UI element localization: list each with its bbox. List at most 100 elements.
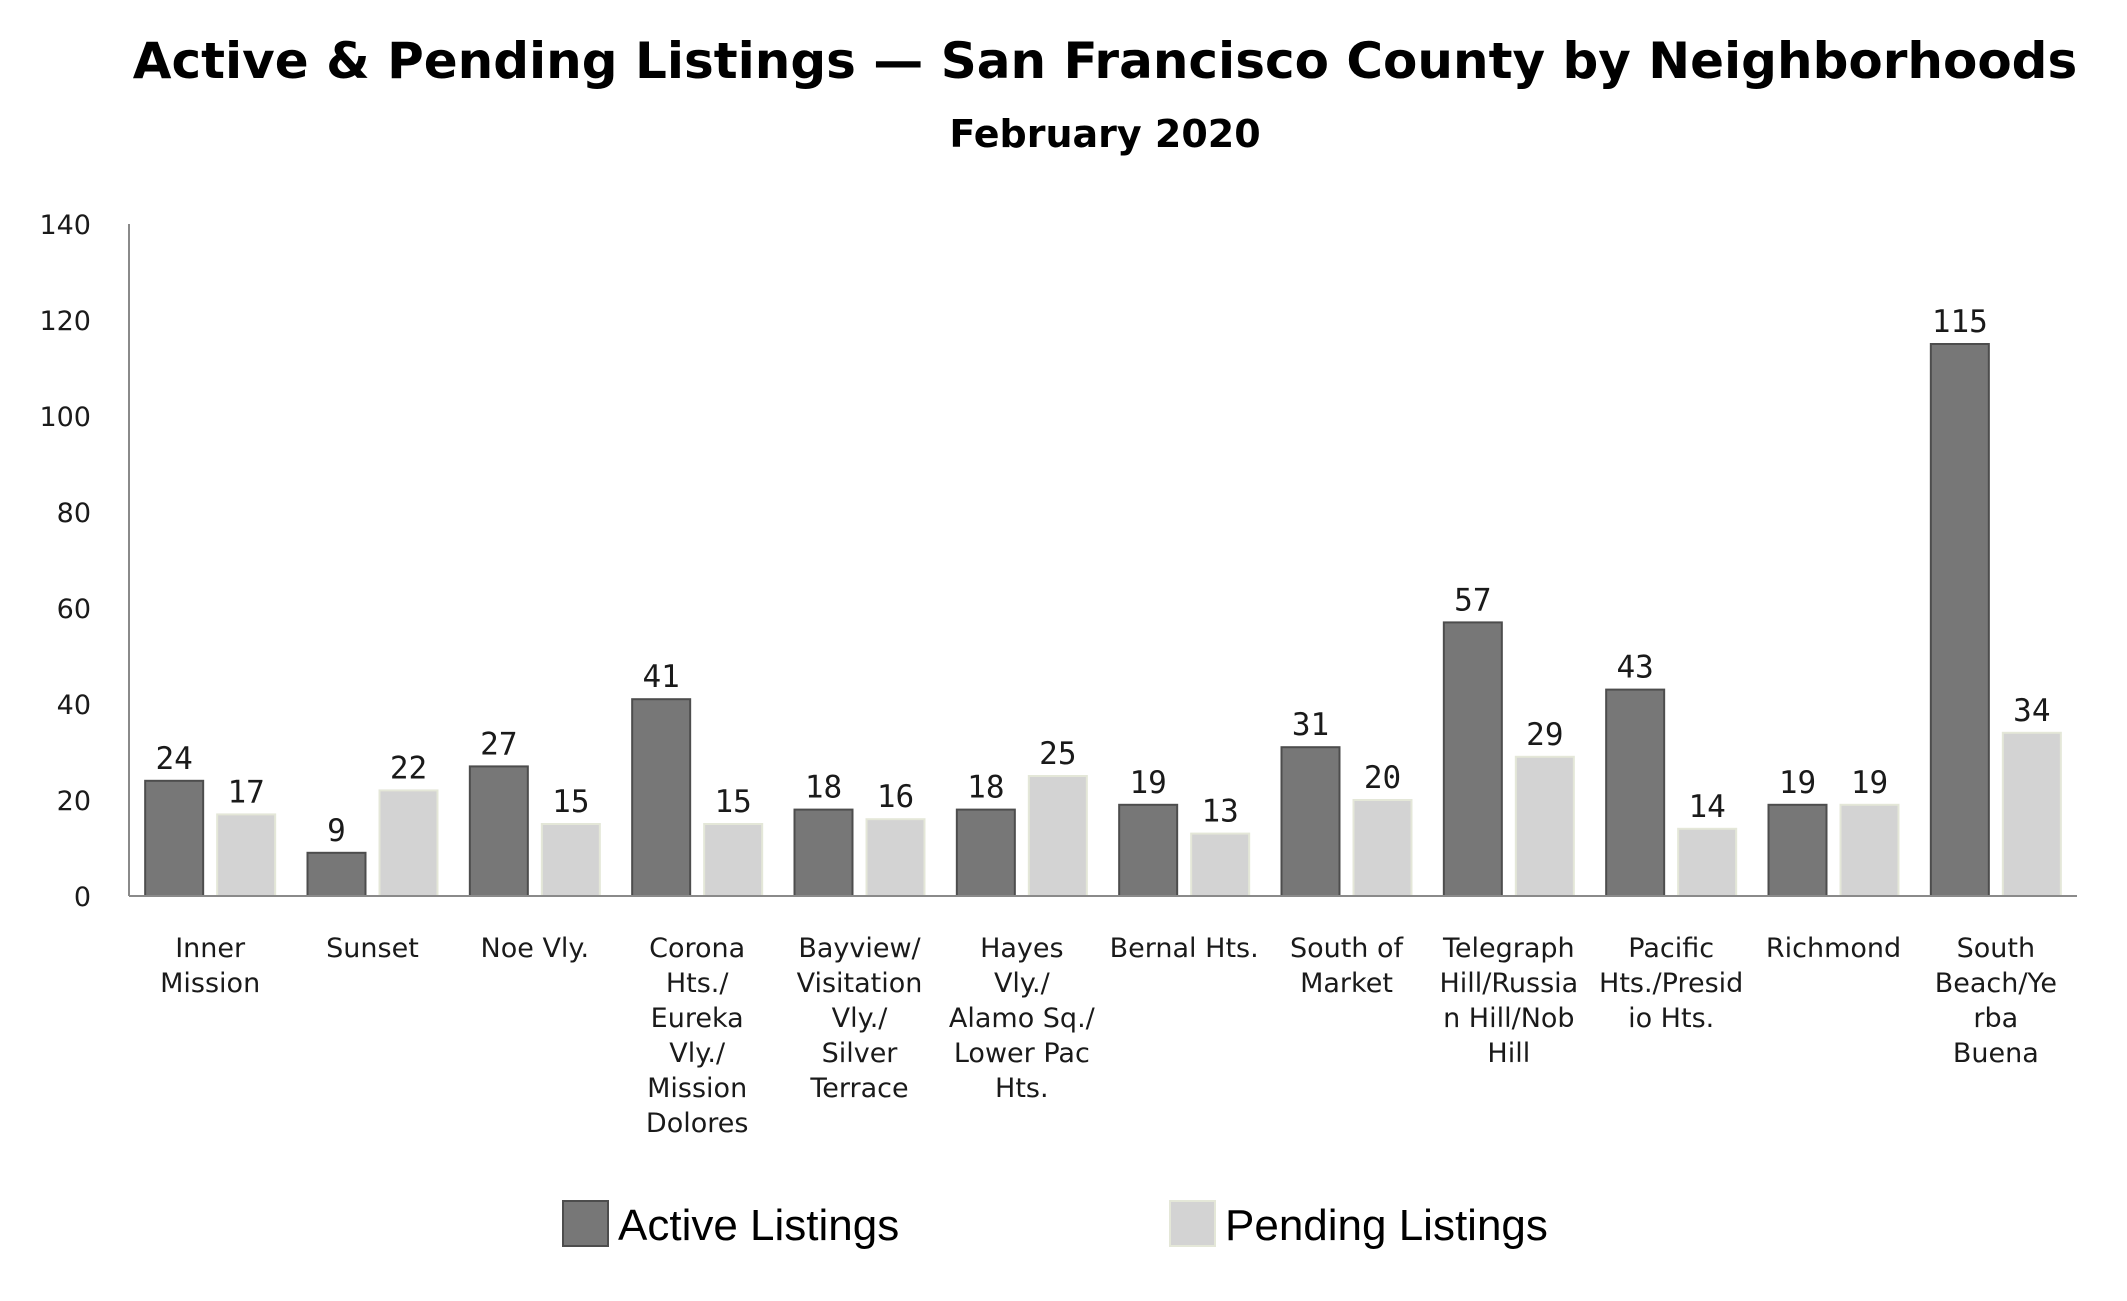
x-category-label-line: Telegraph bbox=[1442, 933, 1575, 964]
active-bar bbox=[793, 808, 854, 897]
pending-value-label: 14 bbox=[1689, 789, 1726, 825]
y-tick-label: 0 bbox=[74, 882, 91, 913]
pending-bar bbox=[1190, 832, 1251, 897]
active-bar bbox=[306, 851, 367, 897]
legend-label-active: Active Listings bbox=[618, 1201, 899, 1250]
x-category-label-line: Visitation bbox=[797, 968, 923, 999]
x-category-label-line: Buena bbox=[1953, 1038, 2039, 1069]
pending-value-label: 13 bbox=[1202, 794, 1239, 830]
x-category-label: Inner Mission bbox=[160, 933, 260, 999]
y-tick-label: 20 bbox=[57, 786, 91, 817]
x-category-label: Hayes Vly./ Alamo Sq./ Lower Pac Hts. bbox=[949, 933, 1096, 1104]
chart-subtitle: February 2020 bbox=[949, 112, 1260, 156]
x-category-label-line: Mission bbox=[160, 968, 260, 999]
active-value-label: 31 bbox=[1292, 707, 1329, 743]
active-value-label: 27 bbox=[480, 726, 517, 762]
y-tick-label: 80 bbox=[57, 498, 91, 529]
x-category-label-line: Hill bbox=[1487, 1038, 1530, 1069]
x-category-label-line: Silver bbox=[822, 1038, 899, 1069]
x-category-label-line: Hts./Presid bbox=[1599, 968, 1743, 999]
x-category-label-line: Corona bbox=[649, 933, 745, 964]
active-value-label: 19 bbox=[1130, 765, 1167, 801]
pending-value-label: 15 bbox=[715, 784, 752, 820]
x-category-label: Bernal Hts. bbox=[1110, 933, 1259, 964]
active-value-label: 19 bbox=[1779, 765, 1816, 801]
x-category-label-line: Eureka bbox=[651, 1003, 744, 1034]
x-category-label-line: Vly./ bbox=[669, 1038, 726, 1069]
y-tick-label: 100 bbox=[39, 402, 91, 433]
chart-title: Active & Pending Listings — San Francisc… bbox=[133, 32, 2077, 90]
y-tick-label: 140 bbox=[39, 210, 91, 241]
pending-bar bbox=[216, 813, 277, 898]
pending-bar bbox=[540, 823, 601, 897]
pending-bar bbox=[703, 823, 764, 897]
active-value-label: 9 bbox=[327, 813, 346, 849]
x-category-label: Sunset bbox=[326, 933, 419, 964]
pending-bar bbox=[1352, 799, 1413, 897]
x-category-label-line: Richmond bbox=[1766, 933, 1901, 964]
pending-value-label: 19 bbox=[1851, 765, 1888, 801]
legend-swatch-pending bbox=[1169, 1200, 1216, 1247]
active-bar bbox=[144, 779, 205, 897]
x-category-label-line: Bayview/ bbox=[798, 933, 921, 964]
active-value-label: 115 bbox=[1932, 304, 1988, 340]
pending-bar bbox=[865, 818, 926, 898]
active-value-label: 18 bbox=[967, 770, 1004, 806]
active-bar bbox=[1118, 803, 1179, 897]
bars-group: 24 17 9 22 27 15 41 15 18 16 18 25 19 13 31 20 57 29 43 14 1… bbox=[144, 304, 2062, 898]
y-tick-label: 120 bbox=[39, 306, 91, 337]
active-value-label: 57 bbox=[1454, 582, 1491, 618]
x-category-label-line: South of bbox=[1290, 933, 1405, 964]
pending-value-label: 16 bbox=[877, 779, 914, 815]
pending-value-label: 22 bbox=[390, 750, 427, 786]
x-category-label-line: Terrace bbox=[809, 1073, 908, 1104]
x-category-label-line: Bernal Hts. bbox=[1110, 933, 1259, 964]
x-category-label: Bayview/Visitation Vly./ Silver Terrace bbox=[797, 933, 923, 1104]
active-value-label: 18 bbox=[805, 770, 842, 806]
x-category-label-line: Hts./ bbox=[666, 968, 730, 999]
active-bar bbox=[468, 765, 529, 898]
x-category-label-line: Pacific bbox=[1628, 933, 1714, 964]
x-category-label-line: Mission bbox=[647, 1073, 747, 1104]
active-bar bbox=[631, 698, 692, 898]
x-category-label-line: Hayes bbox=[980, 933, 1064, 964]
x-category-label-line: South bbox=[1957, 933, 2035, 964]
active-bar bbox=[1767, 803, 1828, 897]
pending-value-label: 17 bbox=[228, 774, 265, 810]
legend-label-pending: Pending Listings bbox=[1225, 1201, 1548, 1250]
x-category-label-line: Inner bbox=[175, 933, 246, 964]
pending-bar bbox=[378, 789, 439, 898]
x-category-label-line: rba bbox=[1973, 1003, 2018, 1034]
y-tick-label: 40 bbox=[57, 690, 91, 721]
pending-bar bbox=[1839, 803, 1900, 897]
x-category-label: Noe Vly. bbox=[481, 933, 590, 964]
active-bar bbox=[1280, 746, 1341, 898]
y-axis: 0 20 40 60 80 100 120 140 bbox=[39, 210, 130, 913]
active-value-label: 41 bbox=[643, 659, 680, 695]
x-category-label-line: Alamo Sq./ bbox=[949, 1003, 1096, 1034]
active-bar bbox=[1929, 343, 1990, 897]
x-category-label-line: Dolores bbox=[646, 1108, 749, 1139]
x-category-label-line: Market bbox=[1300, 968, 1393, 999]
x-category-label: Pacific Hts./Presid io Hts. bbox=[1599, 933, 1743, 1034]
pending-value-label: 29 bbox=[1526, 717, 1563, 753]
pending-bar bbox=[1677, 827, 1738, 897]
x-category-label: Telegraph Hill/Russia n Hill/Nob Hill bbox=[1439, 933, 1578, 1069]
y-tick-label: 60 bbox=[57, 594, 91, 625]
legend: Active Listings Pending Listings bbox=[562, 1200, 1548, 1250]
x-category-label-line: io Hts. bbox=[1628, 1003, 1714, 1034]
legend-swatch-active bbox=[562, 1200, 609, 1247]
pending-value-label: 25 bbox=[1039, 736, 1076, 772]
active-bar bbox=[1605, 688, 1666, 897]
x-category-label: South of Market bbox=[1290, 933, 1405, 999]
x-category-label: Corona Hts./ Eureka Vly./ Mission Dolores bbox=[646, 933, 749, 1139]
active-bar bbox=[955, 808, 1016, 897]
x-category-label-line: Vly./ bbox=[994, 968, 1051, 999]
pending-value-label: 20 bbox=[1364, 760, 1401, 796]
x-axis: Inner Mission Sunset Noe Vly. Corona Hts./ Eur… bbox=[129, 895, 2077, 1139]
x-category-label-line: Noe Vly. bbox=[481, 933, 590, 964]
x-category-label: Richmond bbox=[1766, 933, 1901, 964]
x-category-label-line: Beach/Ye bbox=[1935, 968, 2057, 999]
x-category-label-line: n Hill/Nob bbox=[1443, 1003, 1574, 1034]
pending-value-label: 34 bbox=[2013, 693, 2050, 729]
